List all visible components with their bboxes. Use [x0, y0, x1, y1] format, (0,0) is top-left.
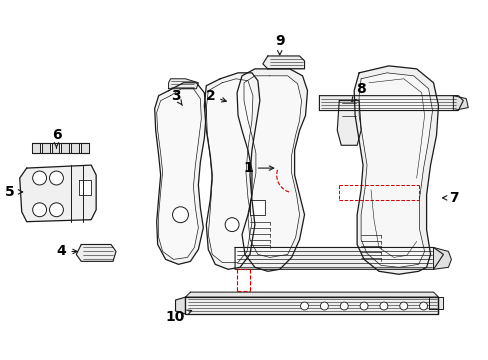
Polygon shape: [71, 143, 79, 153]
Circle shape: [49, 171, 63, 185]
Polygon shape: [249, 200, 264, 215]
Polygon shape: [185, 297, 438, 314]
Circle shape: [419, 302, 427, 310]
Circle shape: [33, 171, 46, 185]
Polygon shape: [156, 89, 201, 260]
Polygon shape: [32, 143, 40, 153]
Polygon shape: [175, 297, 185, 314]
Polygon shape: [185, 292, 438, 297]
Polygon shape: [154, 83, 206, 264]
Circle shape: [320, 302, 327, 310]
Polygon shape: [76, 244, 116, 261]
Text: 3: 3: [170, 89, 182, 105]
Polygon shape: [433, 247, 450, 269]
Text: 2: 2: [205, 89, 226, 103]
Circle shape: [340, 302, 347, 310]
Polygon shape: [206, 79, 252, 262]
Polygon shape: [79, 180, 91, 195]
Polygon shape: [204, 73, 259, 269]
Polygon shape: [452, 96, 468, 111]
Circle shape: [224, 218, 239, 231]
Text: 4: 4: [57, 244, 77, 258]
Polygon shape: [168, 79, 198, 89]
Polygon shape: [337, 100, 360, 145]
Polygon shape: [319, 96, 462, 111]
Polygon shape: [61, 143, 69, 153]
Polygon shape: [244, 76, 301, 257]
Text: 10: 10: [165, 310, 191, 324]
Text: 7: 7: [442, 191, 458, 205]
Polygon shape: [51, 143, 60, 153]
Circle shape: [33, 203, 46, 217]
Polygon shape: [353, 66, 438, 274]
Polygon shape: [263, 56, 304, 69]
Polygon shape: [41, 143, 49, 153]
Polygon shape: [20, 165, 96, 222]
Text: 5: 5: [5, 185, 22, 199]
Text: 8: 8: [351, 82, 365, 102]
Polygon shape: [358, 73, 432, 267]
Polygon shape: [81, 143, 89, 153]
Circle shape: [49, 203, 63, 217]
Text: 9: 9: [274, 34, 284, 55]
Polygon shape: [427, 297, 443, 309]
Circle shape: [359, 302, 367, 310]
Text: 1: 1: [243, 161, 273, 175]
Circle shape: [172, 207, 188, 223]
Polygon shape: [235, 247, 443, 269]
Circle shape: [379, 302, 387, 310]
Polygon shape: [237, 69, 307, 271]
Circle shape: [300, 302, 308, 310]
Circle shape: [399, 302, 407, 310]
Text: 6: 6: [52, 129, 61, 148]
